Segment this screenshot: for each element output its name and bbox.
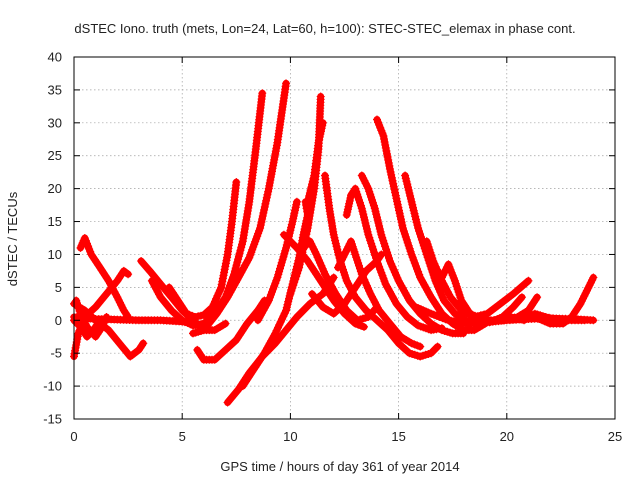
series-arc-27	[429, 260, 542, 325]
series-arc-09	[165, 178, 241, 321]
plus-markers	[334, 237, 422, 350]
plus-marker	[533, 293, 542, 302]
y-axis-label: dSTEC / TECUs	[5, 191, 20, 286]
x-tick-label: 20	[500, 429, 514, 444]
plus-markers	[321, 171, 440, 361]
y-tick-label: 35	[48, 82, 62, 97]
plus-marker	[517, 293, 526, 302]
plus-markers	[193, 299, 267, 364]
grid	[74, 57, 615, 419]
y-tick-label: 0	[55, 313, 62, 328]
plus-markers	[165, 181, 240, 321]
plus-marker	[139, 339, 148, 348]
y-tick-label: 20	[48, 181, 62, 196]
plus-markers	[303, 121, 327, 206]
plus-marker	[232, 178, 241, 187]
plot-frame	[73, 56, 616, 420]
plus-markers	[189, 82, 290, 338]
plus-marker	[359, 322, 368, 331]
plus-marker	[258, 89, 267, 98]
series-arc-18	[303, 118, 327, 206]
y-tick-label: 5	[55, 280, 62, 295]
plus-markers	[535, 276, 597, 328]
series-arc-21	[334, 237, 425, 351]
plus-marker	[221, 319, 230, 328]
plus-markers	[238, 201, 312, 391]
plus-marker	[580, 316, 589, 325]
x-tick-label: 0	[70, 429, 77, 444]
y-tick-label: -10	[43, 379, 62, 394]
plus-marker	[316, 92, 325, 101]
x-axis-label: GPS time / hours of day 361 of year 2014	[220, 459, 459, 474]
series-arc-06	[70, 316, 104, 341]
series-arc-11	[193, 296, 269, 364]
plus-marker	[589, 316, 598, 325]
x-tick-label: 10	[283, 429, 297, 444]
x-tick-label: 5	[179, 429, 186, 444]
series-arc-22	[342, 184, 446, 335]
series-arc-13	[238, 197, 312, 391]
plus-marker	[416, 342, 425, 351]
plus-marker	[329, 273, 338, 282]
y-tick-label: 10	[48, 247, 62, 262]
axis-ticks: 0 5 10 15 20 25 -15 -10 -5 0 5 10 15 20 25 30 35 40	[43, 50, 622, 445]
plot-area	[70, 79, 598, 407]
plus-markers	[373, 115, 487, 335]
y-tick-label: 40	[48, 50, 62, 65]
plus-markers	[342, 184, 444, 335]
plus-marker	[318, 118, 327, 127]
plus-marker	[524, 276, 533, 285]
plus-marker	[292, 197, 301, 206]
plus-marker	[433, 342, 442, 351]
plus-markers	[76, 234, 131, 319]
plus-marker	[589, 273, 598, 282]
x-tick-label: 15	[391, 429, 405, 444]
y-tick-label: -5	[50, 346, 62, 361]
plus-marker	[377, 250, 386, 259]
series-arc-10	[189, 79, 291, 338]
series-arc-24	[373, 115, 490, 335]
arc-line	[239, 198, 312, 390]
plus-marker	[95, 316, 104, 325]
y-tick-label: -15	[43, 412, 62, 427]
y-tick-label: 25	[48, 148, 62, 163]
series-arc-20	[321, 171, 442, 361]
x-tick-label: 25	[608, 429, 622, 444]
plus-marker	[282, 79, 291, 88]
y-tick-label: 15	[48, 214, 62, 229]
y-tick-label: 30	[48, 115, 62, 130]
chart-title: dSTEC Iono. truth (mets, Lon=24, Lat=60,…	[74, 21, 575, 36]
plus-markers	[357, 171, 465, 338]
series-arc-30	[535, 273, 598, 328]
plus-marker	[124, 270, 133, 279]
